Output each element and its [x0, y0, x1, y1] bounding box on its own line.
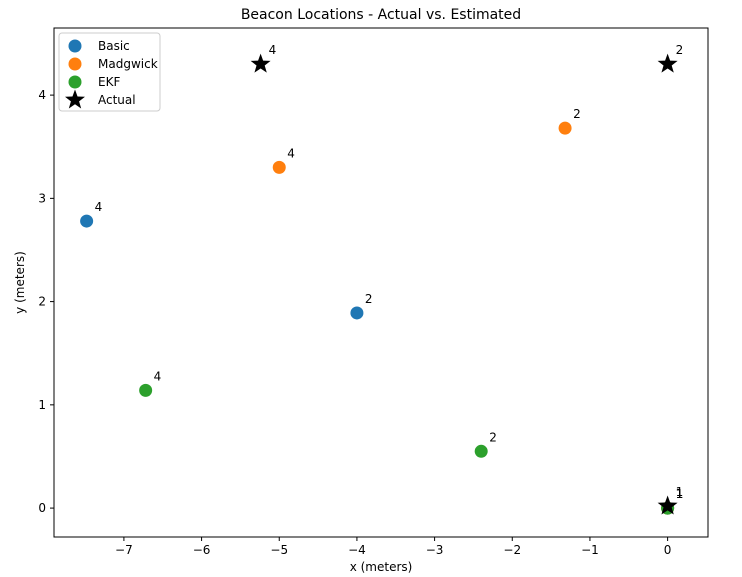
madgwick-point-label: 4: [287, 146, 295, 160]
madgwick-point: [272, 160, 286, 174]
x-tick-label: 0: [664, 543, 672, 557]
x-tick-label: −6: [193, 543, 211, 557]
basic-point: [350, 306, 364, 320]
legend-marker-actual: [65, 89, 85, 109]
ekf-point-label: 4: [154, 369, 162, 383]
legend-marker-basic: [68, 39, 82, 53]
legend-label-actual: Actual: [98, 93, 136, 107]
actual-point-label: 2: [676, 43, 684, 57]
y-tick-label: 2: [38, 295, 46, 309]
x-tick-label: −3: [426, 543, 444, 557]
madgwick-point-label: 1: [676, 487, 684, 501]
axis-ticks: −7 −6 −5 −4 −3 −2 −1 0 0 1 2 3 4: [38, 88, 671, 557]
y-tick-label: 3: [38, 191, 46, 205]
actual-point-label: 4: [269, 43, 277, 57]
ekf-point: [474, 444, 488, 458]
legend: Basic Madgwick EKF Actual: [58, 32, 161, 112]
basic-point-label: 1: [676, 487, 684, 501]
legend-marker-madgwick: [68, 57, 82, 71]
legend-label-basic: Basic: [98, 39, 130, 53]
plot-area: [53, 27, 709, 538]
ekf-point-label: 1: [676, 487, 684, 501]
x-tick-label: −5: [270, 543, 288, 557]
madgwick-point-label: 2: [573, 107, 581, 121]
x-tick-label: −7: [115, 543, 133, 557]
basic-point-label: 2: [365, 292, 373, 306]
basic-point: [80, 214, 94, 228]
y-tick-label: 1: [38, 398, 46, 412]
basic-point-label: 4: [95, 200, 103, 214]
legend-label-ekf: EKF: [98, 75, 120, 89]
x-axis-title: x (meters): [350, 560, 413, 574]
x-tick-label: −1: [581, 543, 599, 557]
x-tick-label: −4: [348, 543, 366, 557]
ekf-point-label: 2: [489, 430, 497, 444]
data-points: [80, 53, 678, 515]
actual-point: [657, 53, 678, 73]
actual-point: [250, 53, 271, 73]
madgwick-point: [558, 121, 572, 135]
legend-marker-ekf: [68, 75, 82, 89]
y-tick-label: 4: [38, 88, 46, 102]
legend-label-madgwick: Madgwick: [98, 57, 158, 71]
chart-title: Beacon Locations - Actual vs. Estimated: [241, 7, 521, 23]
actual-point-label: 1: [676, 485, 684, 499]
legend-frame: [58, 32, 161, 112]
actual-point: [657, 495, 678, 515]
ekf-point: [139, 383, 153, 397]
y-tick-label: 0: [38, 501, 46, 515]
x-tick-label: −2: [503, 543, 521, 557]
y-axis-title: y (meters): [13, 251, 27, 314]
